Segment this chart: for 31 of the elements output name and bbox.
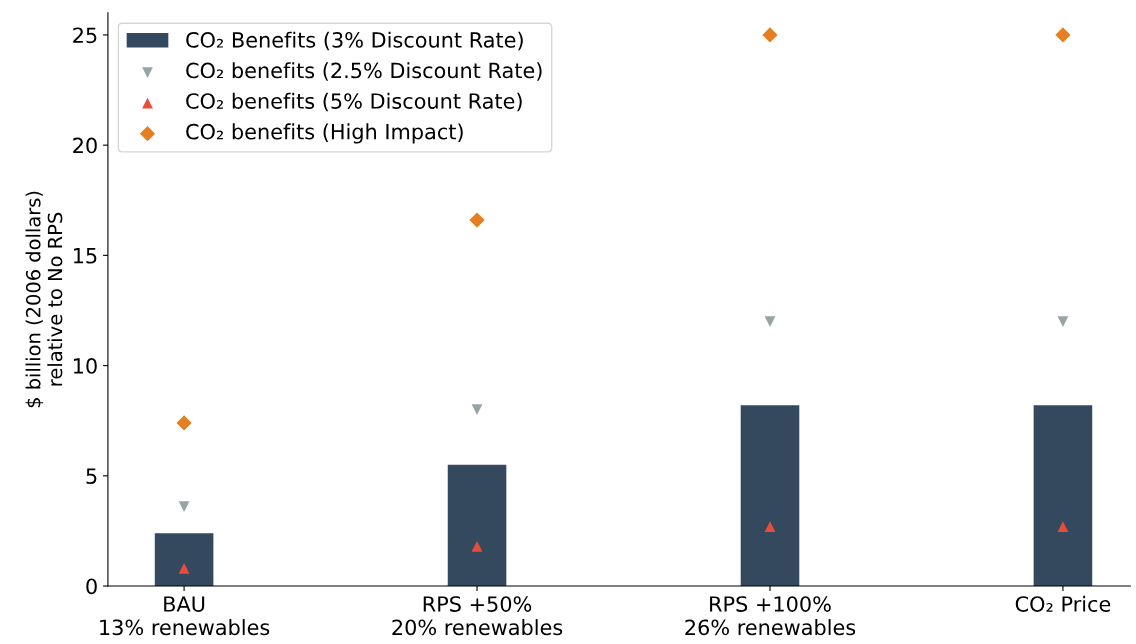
point bbox=[176, 415, 192, 431]
bar bbox=[447, 464, 507, 587]
point bbox=[178, 563, 190, 574]
legend-label: CO₂ benefits (High Impact) bbox=[186, 123, 463, 144]
y-axis-title: $ billion (2006 dollars) relative to No RPS bbox=[25, 191, 63, 408]
x-tick-label: CO₂ Price bbox=[1015, 595, 1111, 612]
legend-label: CO₂ benefits (5% Discount Rate) bbox=[186, 92, 522, 112]
y-tick-label: 5 bbox=[86, 468, 97, 485]
point bbox=[469, 212, 485, 228]
x-tick-label: BAU 13% renewables bbox=[100, 596, 270, 636]
x-tick-label: RPS +50% 20% renewables bbox=[392, 596, 563, 636]
point bbox=[1055, 27, 1071, 43]
bar bbox=[154, 533, 214, 587]
point bbox=[178, 501, 190, 513]
y-tick-label: 0 bbox=[86, 578, 97, 595]
point bbox=[764, 316, 776, 327]
point bbox=[762, 27, 778, 43]
bar bbox=[1033, 405, 1093, 587]
point bbox=[1057, 316, 1069, 327]
y-tick-label: 25 bbox=[73, 27, 97, 44]
point bbox=[471, 540, 483, 552]
point bbox=[764, 521, 776, 532]
bar bbox=[740, 405, 800, 587]
x-tick-label: RPS +100% 26% renewables bbox=[685, 596, 856, 636]
y-tick-label: 15 bbox=[73, 248, 97, 264]
legend-label: CO₂ benefits (2.5% Discount Rate) bbox=[186, 62, 542, 81]
legend-label: CO₂ Benefits (3% Discount Rate) bbox=[186, 31, 523, 51]
y-tick-label: 10 bbox=[73, 358, 97, 374]
point bbox=[471, 404, 483, 416]
point bbox=[1057, 521, 1069, 532]
y-tick-label: 20 bbox=[73, 137, 97, 154]
